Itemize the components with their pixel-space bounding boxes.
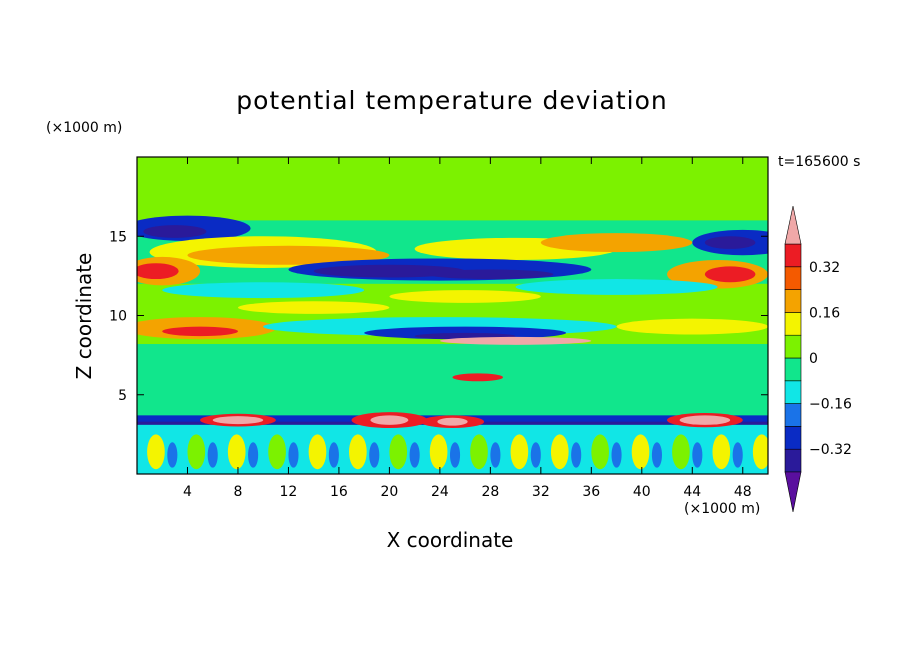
plume <box>187 434 206 470</box>
y-tick-label: 10 <box>109 309 127 325</box>
y-axis: 5 10 15 <box>109 229 768 404</box>
plume <box>349 434 367 470</box>
colorbar-segment <box>784 243 802 268</box>
x-axis: 4 8 12 16 20 24 28 32 36 40 44 48 <box>183 157 752 500</box>
plume <box>530 442 541 468</box>
field-band <box>137 157 768 221</box>
colorbar: −0.32 −0.16 0 0.16 0.32 <box>784 205 852 513</box>
contour-blob <box>704 266 756 283</box>
plume <box>591 434 609 470</box>
colorbar-segment <box>784 426 802 450</box>
plume <box>712 434 731 470</box>
plume <box>571 442 582 468</box>
colorbar-label: 0.32 <box>809 260 840 276</box>
colorbar-label: 0.16 <box>809 305 840 321</box>
plume <box>268 434 286 470</box>
contour-blob <box>427 269 554 280</box>
contour-blob <box>389 290 541 303</box>
contour-blob <box>437 417 468 426</box>
contour-blob <box>187 245 390 265</box>
x-axis-unit: (×1000 m) <box>684 501 761 517</box>
plume <box>389 434 408 470</box>
x-tick-label: 4 <box>183 484 192 500</box>
plume <box>550 434 569 470</box>
plume <box>732 442 743 468</box>
plume <box>288 442 299 468</box>
plume <box>308 434 327 470</box>
contour-field <box>137 157 783 474</box>
chart-title: potential temperature deviation <box>236 86 668 115</box>
colorbar-label: 0 <box>809 351 818 367</box>
plume <box>147 434 165 470</box>
y-tick-label: 15 <box>109 229 127 245</box>
contour-blob <box>679 415 731 425</box>
plume <box>752 434 768 470</box>
contour-blob <box>143 225 207 238</box>
x-tick-label: 12 <box>280 484 298 500</box>
colorbar-label: −0.16 <box>809 397 852 413</box>
colorbar-max-arrow <box>784 205 802 245</box>
x-tick-label: 24 <box>431 484 449 500</box>
plume <box>631 434 650 470</box>
plume <box>409 442 420 468</box>
colorbar-segment <box>784 380 802 404</box>
y-axis-unit: (×1000 m) <box>46 120 123 136</box>
contour-blob <box>540 233 693 253</box>
plume <box>510 434 529 470</box>
colorbar-segment <box>784 312 802 336</box>
plume <box>692 442 703 468</box>
contour-blob <box>616 318 768 335</box>
contour-blob <box>162 282 365 299</box>
contour-blob <box>439 336 592 345</box>
plume <box>611 442 622 468</box>
y-tick-label: 5 <box>118 388 127 404</box>
y-axis-label: Z coordinate <box>72 252 96 380</box>
plume <box>328 442 339 468</box>
plume <box>207 442 218 468</box>
colorbar-segment <box>784 357 802 382</box>
x-tick-label: 48 <box>734 484 752 500</box>
contour-blob <box>212 416 264 425</box>
contour-blob <box>237 301 390 314</box>
plume <box>490 442 501 468</box>
plume <box>167 442 178 468</box>
x-tick-label: 20 <box>380 484 398 500</box>
plume <box>773 442 783 467</box>
plume <box>248 442 259 468</box>
contour-blob <box>452 373 503 382</box>
x-tick-label: 16 <box>330 484 348 500</box>
contour-blob <box>137 263 179 280</box>
plume <box>449 442 461 468</box>
colorbar-segment <box>784 448 802 473</box>
contour-blob <box>370 415 409 425</box>
plume <box>369 442 380 468</box>
x-tick-label: 44 <box>683 484 701 500</box>
colorbar-segment <box>784 334 802 359</box>
x-tick-label: 8 <box>233 484 242 500</box>
colorbar-segment <box>784 266 802 290</box>
colorbar-segment <box>784 403 802 427</box>
plume <box>429 434 448 470</box>
contour-blob <box>515 279 718 295</box>
colorbar-segment <box>784 289 802 313</box>
x-tick-label: 40 <box>633 484 651 500</box>
contour-blob <box>162 326 238 337</box>
plume <box>470 434 488 470</box>
x-axis-label: X coordinate <box>386 528 514 552</box>
colorbar-label: −0.32 <box>809 442 852 458</box>
plume <box>672 434 690 470</box>
x-tick-label: 32 <box>532 484 550 500</box>
plume <box>651 442 662 468</box>
contour-blob <box>704 236 756 249</box>
time-label: t=165600 s <box>778 154 861 170</box>
colorbar-min-arrow <box>784 471 802 513</box>
x-tick-label: 28 <box>481 484 499 500</box>
plume <box>227 434 246 470</box>
x-tick-label: 36 <box>582 484 600 500</box>
